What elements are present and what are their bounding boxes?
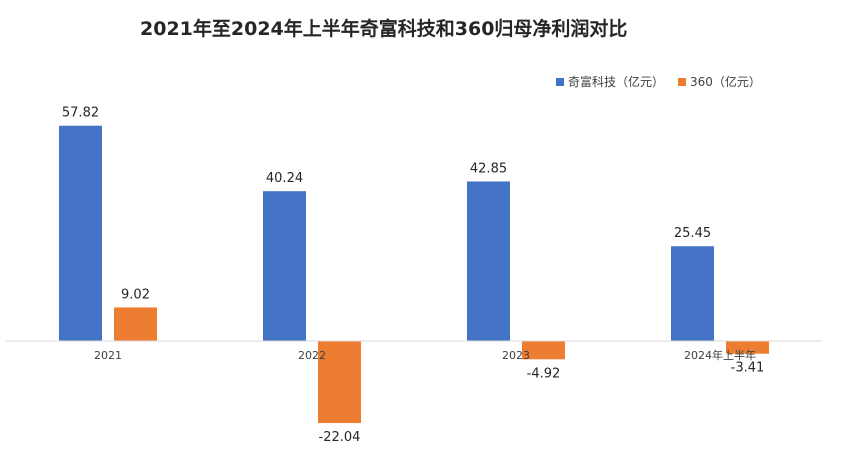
data-label-1-1: -22.04 <box>319 430 361 445</box>
data-label-0-0: 57.82 <box>62 106 99 121</box>
data-label-1-3: -3.41 <box>731 361 765 376</box>
legend-item-360: 360（亿元） <box>678 73 761 90</box>
legend-swatch-360 <box>678 77 687 86</box>
legend-swatch-qifu <box>556 77 564 86</box>
legend: 奇富科技（亿元） 360（亿元） <box>556 73 775 90</box>
bar-1-1 <box>318 341 361 424</box>
bar-0-2 <box>467 181 510 341</box>
bar-1-2 <box>522 341 565 360</box>
data-label-0-1: 40.24 <box>266 171 303 186</box>
category-label-2: 2023 <box>502 349 530 362</box>
bar-1-3 <box>726 341 769 354</box>
data-label-0-3: 25.45 <box>674 226 711 241</box>
bar-0-3 <box>671 246 714 341</box>
legend-label-360: 360（亿元） <box>690 75 761 89</box>
category-label-3: 2024年上半年 <box>684 348 756 362</box>
bar-0-1 <box>263 191 306 341</box>
bar-1-0 <box>114 307 157 341</box>
data-label-1-2: -4.92 <box>527 366 561 381</box>
data-label-0-2: 42.85 <box>470 161 507 176</box>
bar-0-0 <box>59 125 102 341</box>
category-label-0: 2021 <box>94 349 122 362</box>
legend-label-qifu: 奇富科技（亿元） <box>568 75 665 89</box>
chart-title: 2021年至2024年上半年奇富科技和360归母净利润对比 <box>140 18 628 40</box>
data-label-1-0: 9.02 <box>121 287 150 302</box>
legend-item-qifu: 奇富科技（亿元） <box>556 73 664 90</box>
category-label-1: 2022 <box>298 349 326 362</box>
